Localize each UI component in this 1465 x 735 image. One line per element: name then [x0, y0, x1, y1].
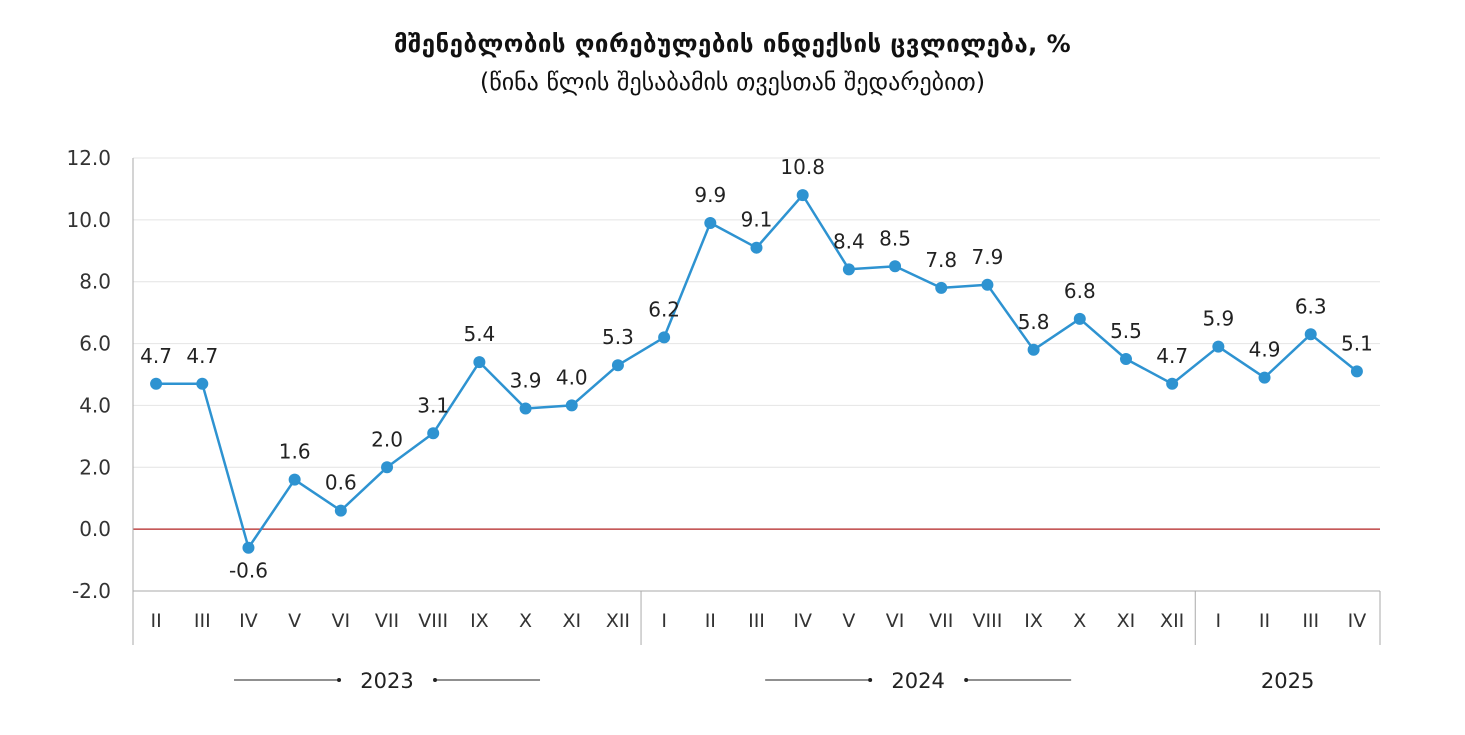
- x-tick-label: IV: [793, 610, 812, 632]
- year-label: 2023: [360, 669, 413, 693]
- x-tick-label: I: [1216, 610, 1222, 632]
- data-point: [935, 281, 948, 294]
- data-label: 8.5: [879, 226, 911, 250]
- y-tick-label: 12.0: [66, 146, 111, 170]
- x-tick-label: VIII: [973, 610, 1003, 632]
- x-tick-label: VII: [929, 610, 953, 632]
- data-label: 3.1: [417, 393, 449, 417]
- data-point: [658, 331, 671, 344]
- data-point: [842, 263, 855, 276]
- data-label: 6.2: [648, 297, 680, 321]
- x-tick-label: VII: [375, 610, 399, 632]
- x-tick-label: X: [1073, 610, 1086, 632]
- data-point: [150, 377, 163, 390]
- year-label: 2025: [1261, 669, 1314, 693]
- data-label: 10.8: [780, 155, 825, 179]
- data-point: [427, 427, 440, 440]
- y-tick-label: 2.0: [79, 455, 111, 479]
- data-label: 5.1: [1341, 331, 1373, 355]
- x-tick-label: XI: [562, 610, 581, 632]
- data-label: 2.0: [371, 427, 403, 451]
- y-tick-label: -2.0: [72, 579, 111, 603]
- year-bracket-dot: [868, 678, 873, 682]
- data-point: [611, 359, 624, 372]
- y-tick-label: 6.0: [79, 332, 111, 356]
- data-label: 4.9: [1249, 338, 1281, 362]
- x-tick-label: IX: [470, 610, 489, 632]
- data-point: [1119, 353, 1132, 366]
- data-label: 5.5: [1110, 319, 1142, 343]
- data-point: [565, 399, 578, 412]
- data-label: 9.1: [741, 208, 773, 232]
- data-label: 9.9: [694, 183, 726, 207]
- data-point: [1350, 365, 1363, 378]
- data-label: 8.4: [833, 229, 865, 253]
- x-tick-label: II: [1259, 610, 1270, 632]
- y-tick-label: 8.0: [79, 270, 111, 294]
- data-point: [381, 461, 394, 474]
- x-tick-label: III: [748, 610, 765, 632]
- x-tick-label: II: [705, 610, 716, 632]
- data-label: 7.8: [925, 248, 957, 272]
- x-tick-label: IV: [1348, 610, 1367, 632]
- chart-subtitle: (წინა წლის შესაბამის თვესთან შედარებით): [479, 68, 986, 96]
- x-tick-label: V: [842, 610, 855, 632]
- chart-title: მშენებლობის ღირებულების ინდექსის ცვლილებ…: [393, 30, 1072, 58]
- data-label: 4.7: [1156, 344, 1188, 368]
- x-tick-label: II: [150, 610, 161, 632]
- data-point: [288, 473, 301, 486]
- x-tick-label: IX: [1024, 610, 1043, 632]
- data-label: 4.7: [140, 344, 172, 368]
- data-point: [796, 189, 809, 202]
- data-point: [1166, 377, 1179, 390]
- data-point: [704, 216, 717, 229]
- data-point: [750, 241, 763, 254]
- data-point: [1027, 343, 1040, 356]
- data-label: 6.3: [1295, 294, 1327, 318]
- data-point: [196, 377, 209, 390]
- data-label: 6.8: [1064, 279, 1096, 303]
- data-point: [473, 356, 486, 369]
- y-tick-label: 10.0: [66, 208, 111, 232]
- data-label: 5.9: [1202, 307, 1234, 331]
- data-label: 1.6: [279, 440, 311, 464]
- x-tick-label: XI: [1117, 610, 1136, 632]
- x-tick-label: III: [1302, 610, 1319, 632]
- data-point: [519, 402, 532, 415]
- data-label: 4.0: [556, 365, 588, 389]
- y-tick-label: 4.0: [79, 393, 111, 417]
- data-point: [1258, 371, 1271, 384]
- x-tick-label: XII: [606, 610, 630, 632]
- year-label: 2024: [891, 669, 944, 693]
- x-tick-label: VIII: [418, 610, 448, 632]
- x-tick-label: I: [661, 610, 667, 632]
- data-point: [1304, 328, 1317, 341]
- x-tick-label: IV: [239, 610, 258, 632]
- data-label: 5.4: [463, 322, 495, 346]
- data-point: [981, 278, 994, 291]
- data-point: [1212, 340, 1225, 353]
- x-tick-label: VI: [332, 610, 351, 632]
- data-point: [889, 260, 902, 273]
- x-tick-label: XII: [1160, 610, 1184, 632]
- data-point: [334, 504, 347, 517]
- data-point: [1073, 312, 1086, 325]
- x-tick-label: V: [288, 610, 301, 632]
- data-label: 3.9: [510, 369, 542, 393]
- year-bracket-dot: [337, 678, 342, 682]
- data-label: 5.3: [602, 325, 634, 349]
- data-label: 5.8: [1018, 310, 1050, 334]
- data-label: 0.6: [325, 471, 357, 495]
- data-label: 7.9: [972, 245, 1004, 269]
- x-tick-label: VI: [886, 610, 905, 632]
- x-tick-label: X: [519, 610, 532, 632]
- data-label: 4.7: [186, 344, 218, 368]
- data-label: -0.6: [229, 559, 268, 583]
- data-point: [242, 541, 255, 554]
- y-tick-label: 0.0: [79, 517, 111, 541]
- x-tick-label: III: [194, 610, 211, 632]
